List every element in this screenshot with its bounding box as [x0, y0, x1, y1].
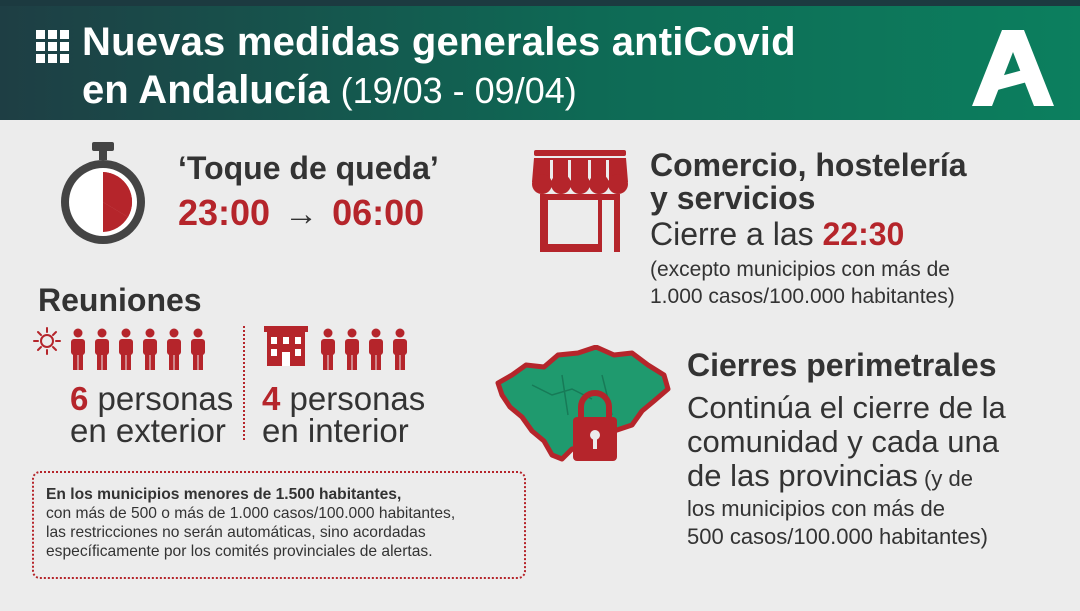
commerce-title-line2: y servicios: [650, 180, 816, 216]
header-banner: Nuevas medidas generales antiCovid en An…: [0, 6, 1080, 120]
perimeter-line5: 500 casos/100.000 habitantes): [687, 524, 988, 549]
page-title: Nuevas medidas generales antiCovid: [82, 20, 796, 64]
interior-count: 4 personas: [262, 380, 425, 418]
perimeter-line2: comunidad y cada una: [687, 424, 999, 459]
divider: [243, 326, 245, 440]
commerce-closing: Cierre a las 22:30: [650, 216, 904, 253]
note-line4: específicamente por los comités provinci…: [46, 543, 433, 560]
interior-number: 4: [262, 380, 281, 417]
people-exterior-icons: [71, 328, 205, 370]
person-icon: [119, 328, 133, 370]
building-icon: [264, 326, 308, 366]
people-interior-icons: [321, 328, 407, 370]
note-line2: con más de 500 o más de 1.000 casos/100.…: [46, 505, 456, 522]
exterior-label1: personas: [97, 380, 234, 417]
person-icon: [167, 328, 181, 370]
perimeter-line1: Continúa el cierre de la: [687, 390, 1006, 425]
page-title-region: en Andalucía: [82, 68, 330, 112]
shop-awning-icon: [532, 150, 628, 252]
person-icon: [95, 328, 109, 370]
person-icon: [143, 328, 157, 370]
person-icon: [369, 328, 383, 370]
date-range: (19/03 - 09/04): [340, 70, 577, 111]
exterior-number: 6: [70, 380, 89, 417]
interior-label1: personas: [289, 380, 426, 417]
reuniones-title: Reuniones: [38, 282, 202, 318]
person-icon: [191, 328, 205, 370]
exterior-label2: en exterior: [70, 412, 226, 449]
top-strip: [0, 0, 1080, 6]
arrow-right-icon: →: [284, 195, 319, 233]
person-icon: [345, 328, 359, 370]
perimeter-title: Cierres perimetrales: [687, 347, 997, 383]
small-municipalities-note: En los municipios menores de 1.500 habit…: [32, 471, 526, 579]
curfew-end: 06:00: [332, 192, 425, 233]
commerce-exception-line1: (excepto municipios con más de: [650, 258, 950, 281]
perimeter-line3a: de las provincias: [687, 458, 918, 493]
perimeter-line4: los municipios con más de: [687, 496, 946, 521]
junta-andalucia-logo-icon: [972, 30, 1054, 106]
commerce-exception-line2: 1.000 casos/100.000 habitantes): [650, 285, 955, 308]
interior-label2: en interior: [262, 412, 409, 449]
note-line3: las restricciones no serán automáticas, …: [46, 524, 426, 541]
curfew-start: 23:00: [178, 192, 271, 233]
person-icon: [393, 328, 407, 370]
stopwatch-moon-icon: [41, 142, 145, 244]
perimeter-line3: de las provincias (y de: [687, 458, 973, 494]
sun-icon: [33, 327, 61, 355]
person-icon: [71, 328, 85, 370]
curfew-hours: 23:00 → 06:00: [178, 192, 424, 234]
curfew-title: ‘Toque de queda’: [178, 150, 439, 186]
perimeter-line3b: (y de: [917, 466, 973, 491]
person-icon: [321, 328, 335, 370]
closing-prefix: Cierre a las: [650, 216, 823, 252]
note-line1: En los municipios menores de 1.500 habit…: [46, 486, 402, 503]
closing-time: 22:30: [822, 216, 905, 252]
page-title-line2: en Andalucía (19/03 - 09/04): [82, 68, 577, 113]
grid-icon: [36, 30, 69, 63]
exterior-count: 6 personas: [70, 380, 233, 418]
andalucia-map-lock-icon: [495, 345, 671, 462]
commerce-title-line1: Comercio, hostelería: [650, 147, 967, 183]
